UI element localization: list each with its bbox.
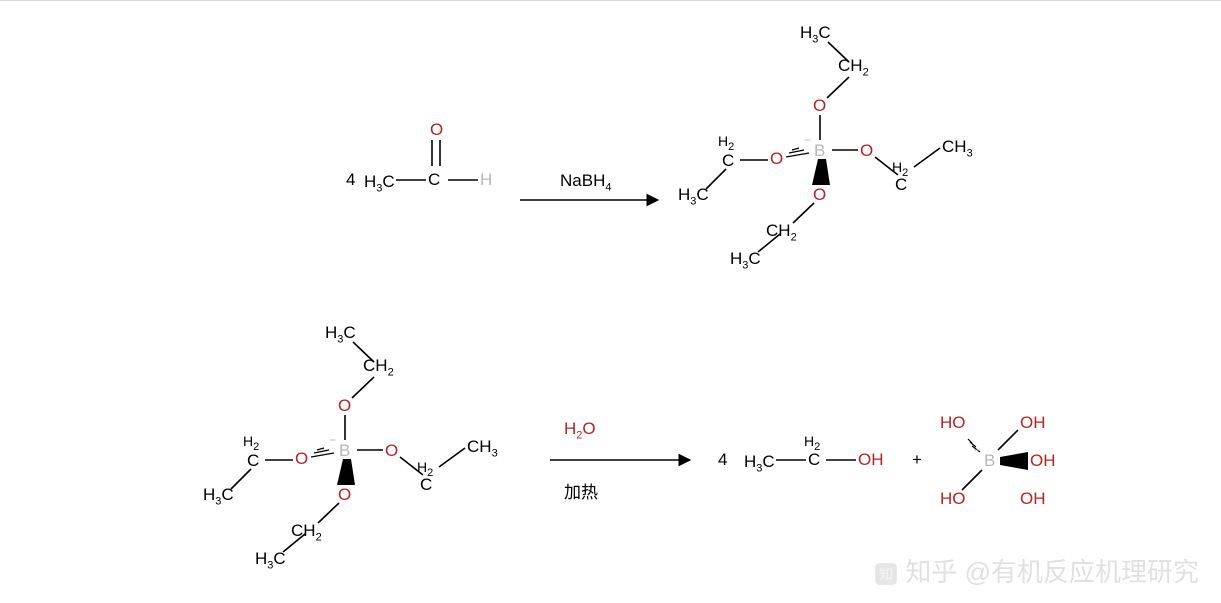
step1-arrow-label: NaBH4 bbox=[560, 172, 611, 193]
step1-coeff: 4 bbox=[346, 171, 355, 188]
s2p-coeff: 4 bbox=[718, 451, 727, 468]
s2p-eth-ch3: H3C bbox=[744, 453, 775, 474]
s2r-ch2-d: CH2 bbox=[291, 522, 322, 543]
s1p-ch3-d: H3C bbox=[730, 250, 761, 271]
s2p-bor-b: B bbox=[984, 452, 995, 469]
s2p-plus: + bbox=[912, 451, 922, 468]
s1p-b: B bbox=[814, 142, 825, 159]
s2-arrow-bot: 加热 bbox=[564, 484, 598, 501]
s2r-c-l: C bbox=[247, 452, 259, 469]
s2r-ch3-up: H3C bbox=[325, 324, 356, 345]
s2r-h2-l: H2 bbox=[243, 434, 259, 453]
step1-ch3: H3C bbox=[364, 173, 395, 194]
step1-h: H bbox=[480, 171, 492, 188]
s1p-ch2-up: CH2 bbox=[838, 57, 869, 78]
s2r-ch3-d: H3C bbox=[255, 550, 286, 571]
zhihu-icon: 知 bbox=[873, 561, 899, 587]
watermark-text: 知乎 @有机反应机理研究 bbox=[905, 557, 1199, 587]
s1p-ch3-r: CH3 bbox=[942, 138, 973, 159]
s2r-o-l: O bbox=[295, 450, 308, 467]
watermark: 知 知乎 @有机反应机理研究 bbox=[873, 552, 1199, 589]
s1p-h2-l: H2 bbox=[718, 134, 734, 153]
s2r-charge: − bbox=[329, 434, 336, 446]
s2p-bor-oh3: OH bbox=[1020, 490, 1046, 507]
s2r-b: B bbox=[339, 442, 350, 459]
s2p-bor-ho2: HO bbox=[940, 414, 966, 431]
s2p-bor-oh1: OH bbox=[1020, 414, 1046, 431]
s2-arrow-top: H2O bbox=[564, 420, 596, 441]
s1p-charge: − bbox=[804, 134, 811, 146]
s1p-c-l: C bbox=[722, 152, 734, 169]
s2p-bor-charge: − bbox=[974, 444, 981, 456]
s2p-bor-oh2: OH bbox=[1030, 452, 1056, 469]
diagram-svg bbox=[0, 0, 1221, 603]
s2r-ch3-l: H3C bbox=[203, 486, 234, 507]
s2p-eth-h2: H2 bbox=[804, 434, 820, 453]
s1p-ch3-up: H3C bbox=[800, 24, 831, 45]
s1p-o-up: O bbox=[813, 97, 826, 114]
s2r-o-up: O bbox=[338, 397, 351, 414]
s2r-ch3-r: CH3 bbox=[467, 438, 498, 459]
s1p-ch2-d: CH2 bbox=[766, 222, 797, 243]
s2p-eth-oh: OH bbox=[858, 451, 884, 468]
s2r-o-r: O bbox=[385, 442, 398, 459]
s2p-bor-ho1: HO bbox=[940, 490, 966, 507]
s1p-ch3-l: H3C bbox=[678, 186, 709, 207]
step1-o: O bbox=[430, 121, 443, 138]
s1p-o-r: O bbox=[860, 142, 873, 159]
s2r-h2-r: H2 bbox=[417, 460, 433, 479]
s2r-ch2-up: CH2 bbox=[363, 357, 394, 378]
s1p-o-l: O bbox=[770, 150, 783, 167]
svg-text:知: 知 bbox=[879, 567, 893, 583]
step1-c: C bbox=[428, 171, 440, 188]
s1p-o-d: O bbox=[813, 186, 826, 203]
s2r-o-d: O bbox=[338, 486, 351, 503]
s2p-eth-c: C bbox=[808, 451, 820, 468]
s1p-h2-r: H2 bbox=[892, 160, 908, 179]
